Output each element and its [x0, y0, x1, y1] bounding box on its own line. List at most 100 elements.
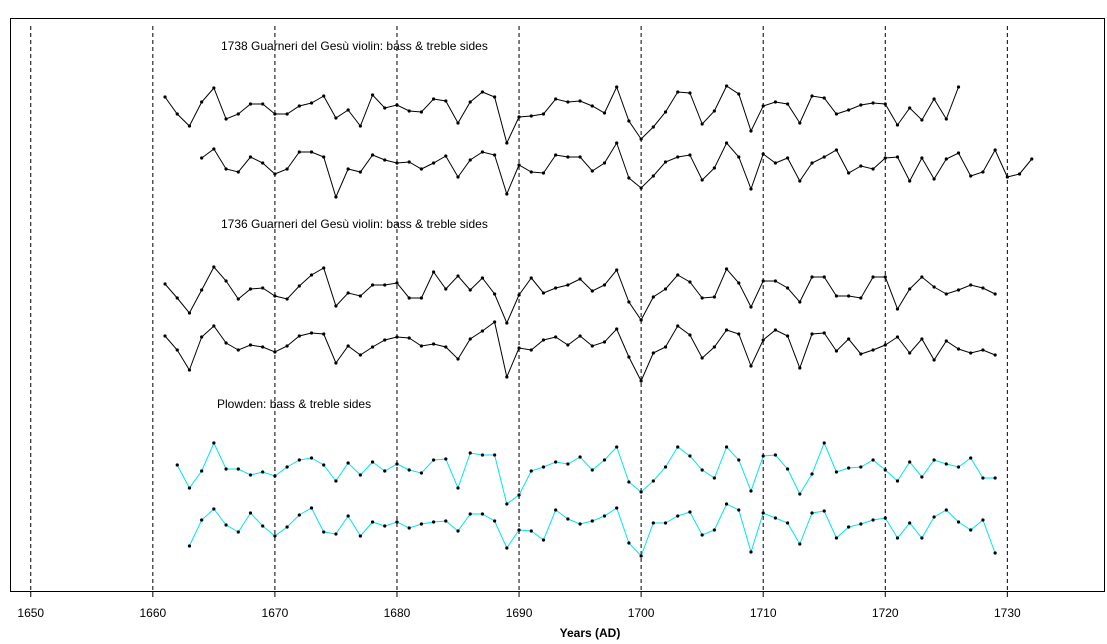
data-point — [590, 344, 594, 348]
data-point — [407, 468, 411, 472]
data-point — [285, 297, 289, 301]
data-point — [712, 166, 716, 170]
data-point — [895, 479, 900, 483]
data-point — [309, 506, 314, 510]
data-point — [761, 279, 765, 283]
data-point — [712, 345, 716, 349]
data-point — [395, 161, 399, 165]
data-point — [700, 468, 704, 472]
data-point — [810, 94, 814, 98]
data-point — [322, 94, 326, 98]
data-point — [261, 286, 265, 290]
data-point — [688, 91, 692, 95]
data-point — [370, 460, 375, 464]
data-point — [346, 291, 350, 295]
data-point — [212, 86, 216, 90]
data-point — [615, 268, 619, 272]
plot-frame — [10, 18, 1105, 592]
data-point — [187, 544, 192, 548]
data-point — [932, 515, 936, 519]
data-point — [993, 292, 997, 296]
data-point — [358, 124, 362, 128]
data-point — [639, 554, 643, 558]
data-point — [517, 528, 521, 532]
data-point — [871, 518, 875, 522]
data-point — [590, 104, 594, 108]
data-point — [261, 102, 265, 106]
data-point — [468, 158, 472, 162]
data-point — [370, 283, 375, 287]
data-point — [810, 161, 814, 165]
data-point — [456, 175, 460, 179]
data-point — [493, 519, 497, 523]
data-point — [566, 343, 570, 347]
data-point — [834, 349, 839, 353]
data-point — [395, 462, 399, 466]
data-point — [554, 460, 558, 464]
data-point — [724, 328, 729, 332]
data-point — [883, 275, 887, 279]
data-point — [212, 441, 216, 445]
data-point — [273, 350, 277, 354]
data-point — [786, 467, 790, 471]
data-point — [224, 167, 228, 171]
data-point — [724, 84, 729, 88]
data-point — [566, 283, 570, 287]
data-point — [895, 155, 900, 159]
x-tick-label: 1650 — [17, 606, 44, 620]
data-point — [786, 521, 790, 525]
data-point — [847, 108, 851, 112]
data-point — [370, 520, 375, 524]
data-point — [358, 170, 362, 174]
data-point — [285, 465, 289, 469]
data-point — [822, 155, 826, 159]
data-point — [773, 100, 778, 104]
data-point — [200, 288, 204, 292]
data-point — [578, 99, 582, 103]
data-point — [712, 295, 716, 299]
data-point — [517, 115, 521, 119]
data-point — [334, 304, 338, 308]
annotation: 1736 Guarneri del Gesù violin: bass & tr… — [221, 217, 488, 231]
data-point — [956, 151, 961, 155]
data-point — [273, 294, 277, 298]
x-tick-label: 1690 — [506, 606, 533, 620]
data-point — [346, 461, 350, 465]
data-point — [309, 331, 314, 335]
data-point — [578, 277, 582, 281]
data-point — [322, 155, 326, 159]
data-point — [749, 489, 753, 493]
data-point — [480, 512, 485, 516]
data-point — [505, 546, 509, 550]
data-point — [871, 275, 875, 279]
data-point — [590, 289, 594, 293]
data-point — [786, 334, 790, 338]
data-point — [444, 287, 448, 291]
data-point — [798, 121, 802, 125]
data-point — [895, 335, 900, 339]
data-point — [322, 266, 326, 270]
data-point — [334, 532, 338, 536]
data-point — [493, 453, 497, 457]
data-point — [993, 551, 997, 555]
data-point — [676, 90, 680, 94]
data-point — [627, 355, 631, 359]
data-point — [700, 178, 704, 182]
x-tick-label: 1730 — [994, 606, 1021, 620]
x-tick-label: 1700 — [628, 606, 655, 620]
data-point — [431, 270, 436, 274]
data-point — [346, 514, 350, 518]
data-point — [737, 155, 741, 159]
data-point — [407, 526, 411, 530]
data-point — [822, 331, 826, 335]
data-point — [969, 174, 973, 178]
data-point — [700, 356, 704, 360]
x-tick-label: 1670 — [262, 606, 289, 620]
data-point — [724, 445, 729, 449]
data-point — [346, 344, 350, 348]
data-point — [1030, 157, 1034, 161]
data-point — [297, 513, 301, 517]
data-point — [639, 186, 643, 190]
data-point — [773, 161, 778, 165]
